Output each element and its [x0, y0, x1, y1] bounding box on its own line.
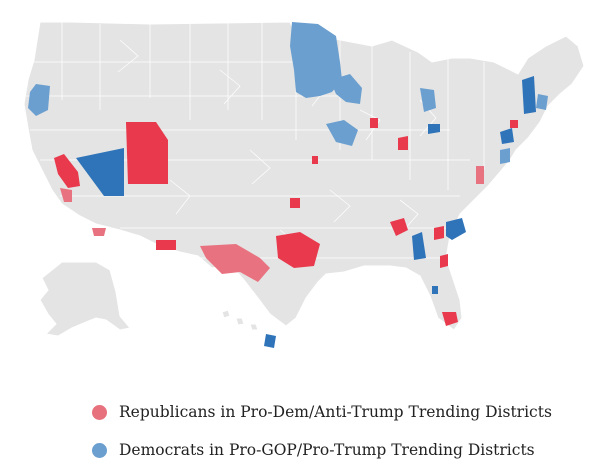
district-ohio-rep — [398, 136, 408, 150]
legend-swatch-democrats — [92, 442, 107, 458]
district-illinois-dem — [326, 120, 358, 146]
legend-republicans: Republicans in Pro-Dem/Anti-Trump Trendi… — [92, 400, 572, 424]
legend-label-republicans: Republicans in Pro-Dem/Anti-Trump Trendi… — [119, 403, 552, 421]
district-arizona-rep — [156, 240, 176, 250]
alaska — [39, 261, 131, 337]
district-florida-rep — [440, 254, 448, 268]
district-utah-rep — [126, 122, 168, 184]
district-tennessee-rep — [390, 218, 408, 236]
district-nj-rep — [510, 120, 518, 128]
district-vermont-dem — [522, 76, 536, 114]
district-florida-rep — [442, 312, 458, 326]
district-california-rep — [54, 154, 80, 188]
district-ohio-dem — [428, 124, 440, 134]
district-florida-dem — [432, 286, 438, 294]
district-wisconsin-dem — [330, 74, 362, 104]
hawaii — [249, 323, 259, 331]
district-california-rep — [60, 188, 72, 202]
district-maine-dem — [536, 94, 548, 110]
district-michigan-rep — [370, 118, 378, 128]
district-colorado-rep — [290, 198, 300, 208]
democrat-districts — [28, 22, 548, 348]
district-california-rep — [92, 228, 106, 236]
district-carolina-dem — [446, 218, 466, 240]
district-virginia-rep — [476, 166, 484, 184]
district-washington-dem — [28, 84, 50, 116]
district-minnesota-dem — [290, 22, 342, 98]
republican-districts — [54, 118, 518, 326]
district-kansas-rep — [312, 156, 318, 164]
contiguous-us — [23, 21, 585, 331]
district-nevada-dem — [76, 148, 124, 196]
hawaii — [221, 309, 231, 319]
district-texas-rep — [200, 244, 270, 282]
us-district-map — [23, 21, 585, 348]
district-hawaii-dem — [264, 334, 276, 348]
district-pa-dem — [500, 128, 514, 144]
district-georgia-rep — [434, 226, 444, 240]
district-virginia-dem — [500, 148, 510, 164]
district-georgia-dem — [412, 232, 426, 260]
hawaii — [235, 317, 245, 326]
district-texas-rep — [276, 232, 320, 268]
district-michigan-dem — [420, 88, 436, 112]
legend-democrats: Democrats in Pro-GOP/Pro-Trump Trending … — [92, 438, 572, 462]
legend-swatch-republicans — [92, 404, 107, 420]
legend-label-democrats: Democrats in Pro-GOP/Pro-Trump Trending … — [119, 441, 535, 459]
